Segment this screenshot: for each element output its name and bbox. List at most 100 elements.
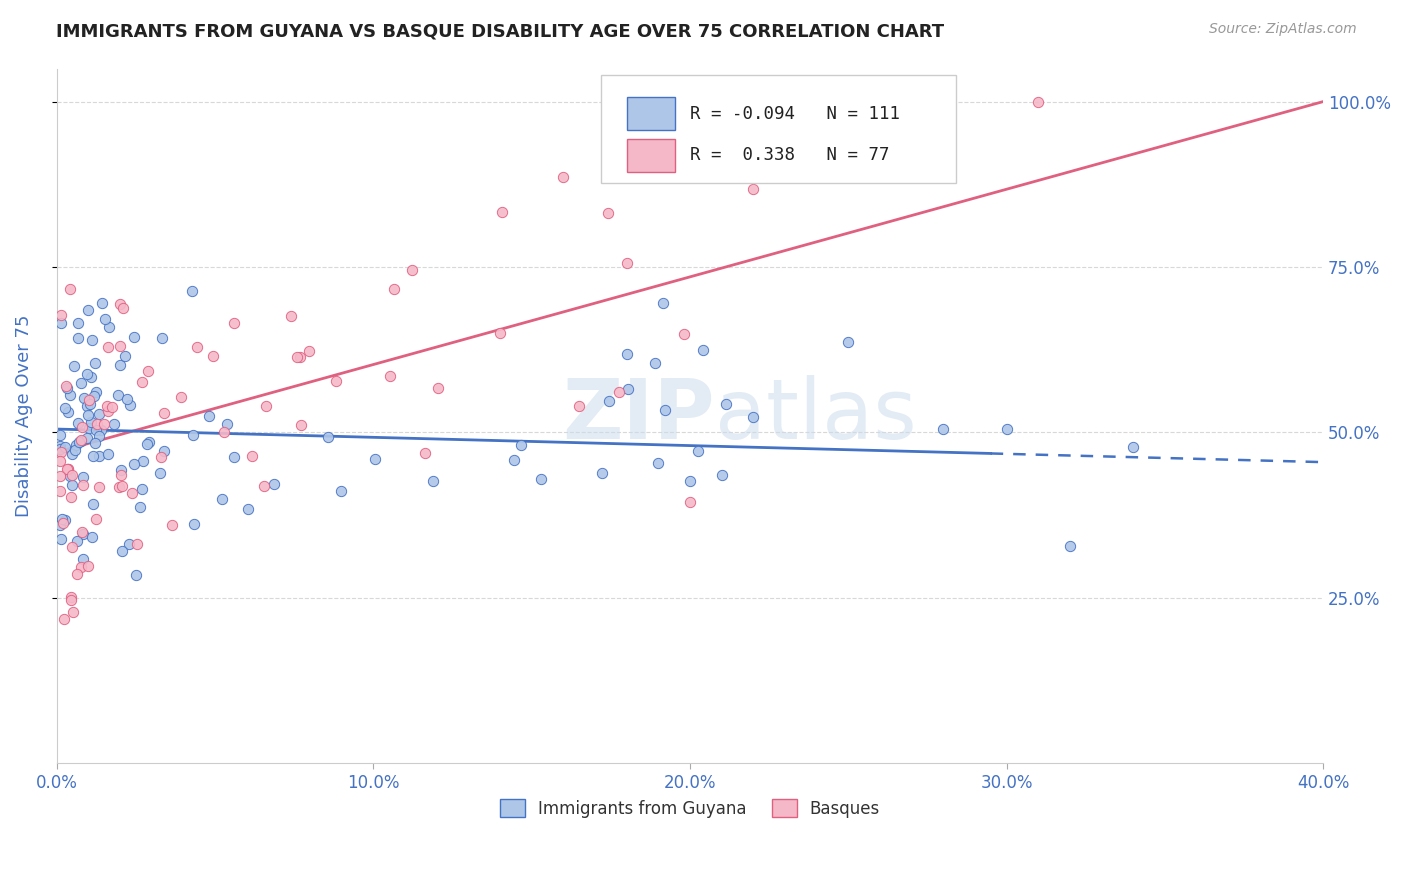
Point: [170, 390, 193, 404]
Point: [87, 449, 110, 463]
Point: [86, 417, 108, 431]
Point: [51, 445, 73, 459]
Bar: [627, 97, 675, 130]
Point: [378, 368, 401, 383]
Point: [132, 453, 155, 467]
Point: [280, 310, 302, 324]
Point: [62, 605, 84, 619]
Point: [742, 409, 765, 424]
Point: [82, 497, 104, 511]
Point: [150, 331, 173, 345]
Point: [72, 552, 94, 566]
Point: [97, 319, 120, 334]
Point: [103, 417, 125, 432]
Point: [79, 393, 101, 408]
Point: [77, 302, 100, 317]
Point: [80, 370, 103, 384]
Text: IMMIGRANTS FROM GUYANA VS BASQUE DISABILITY AGE OVER 75 CORRELATION CHART: IMMIGRANTS FROM GUYANA VS BASQUE DISABIL…: [56, 22, 945, 40]
Point: [290, 417, 312, 432]
Point: [364, 451, 387, 466]
Point: [115, 392, 138, 407]
Point: [107, 388, 129, 402]
Point: [69, 376, 91, 391]
Point: [198, 409, 221, 423]
Point: [152, 406, 174, 420]
Point: [136, 436, 159, 450]
Point: [1122, 440, 1144, 454]
Point: [60, 540, 83, 554]
Point: [56, 461, 79, 475]
Text: Source: ZipAtlas.com: Source: ZipAtlas.com: [1209, 22, 1357, 37]
Point: [129, 500, 152, 514]
Point: [108, 358, 131, 372]
Text: R = -0.094   N = 111: R = -0.094 N = 111: [690, 104, 900, 123]
Point: [325, 374, 347, 388]
Point: [240, 450, 263, 464]
Point: [97, 448, 120, 462]
Point: [59, 387, 82, 401]
Point: [110, 463, 132, 477]
Point: [222, 450, 245, 464]
Point: [183, 516, 205, 531]
Point: [60, 467, 83, 482]
Point: [181, 428, 204, 442]
Point: [609, 384, 631, 399]
Point: [489, 326, 512, 340]
Point: [67, 331, 90, 345]
Point: [84, 385, 107, 400]
Point: [60, 478, 83, 492]
Point: [932, 422, 955, 436]
Point: [70, 420, 93, 434]
Bar: [627, 138, 675, 172]
Point: [427, 381, 450, 395]
Point: [58, 462, 80, 476]
Point: [212, 425, 235, 439]
Point: [688, 443, 710, 458]
Point: [70, 434, 93, 448]
Point: [673, 326, 696, 341]
Point: [49, 454, 72, 468]
Point: [84, 512, 107, 526]
Point: [65, 438, 87, 452]
Point: [692, 343, 714, 357]
Point: [149, 467, 172, 481]
Point: [1059, 539, 1081, 553]
Point: [108, 296, 131, 310]
Point: [70, 525, 93, 540]
Point: [422, 474, 444, 488]
Point: [49, 428, 72, 442]
Point: [53, 440, 76, 454]
Point: [49, 518, 72, 533]
Point: [568, 399, 591, 413]
Point: [288, 350, 311, 364]
Point: [111, 543, 134, 558]
Point: [55, 379, 77, 393]
Point: [76, 431, 98, 445]
Point: [80, 415, 103, 429]
Point: [1026, 95, 1049, 109]
Point: [76, 399, 98, 413]
Point: [87, 480, 110, 494]
Point: [553, 170, 575, 185]
Point: [160, 518, 183, 533]
Point: [72, 526, 94, 541]
Point: [153, 443, 176, 458]
Point: [83, 436, 105, 450]
Point: [679, 475, 702, 489]
Point: [710, 468, 733, 483]
Text: atlas: atlas: [716, 376, 917, 457]
Point: [742, 182, 765, 196]
Point: [329, 483, 352, 498]
Point: [79, 421, 101, 435]
Point: [49, 533, 72, 547]
Point: [122, 457, 145, 471]
Text: R =  0.338   N = 77: R = 0.338 N = 77: [690, 146, 890, 164]
Point: [591, 466, 613, 480]
Point: [59, 590, 82, 604]
Point: [679, 495, 702, 509]
Point: [52, 612, 75, 626]
Point: [49, 439, 72, 453]
Point: [72, 477, 94, 491]
Point: [138, 364, 160, 378]
Point: [298, 344, 321, 359]
